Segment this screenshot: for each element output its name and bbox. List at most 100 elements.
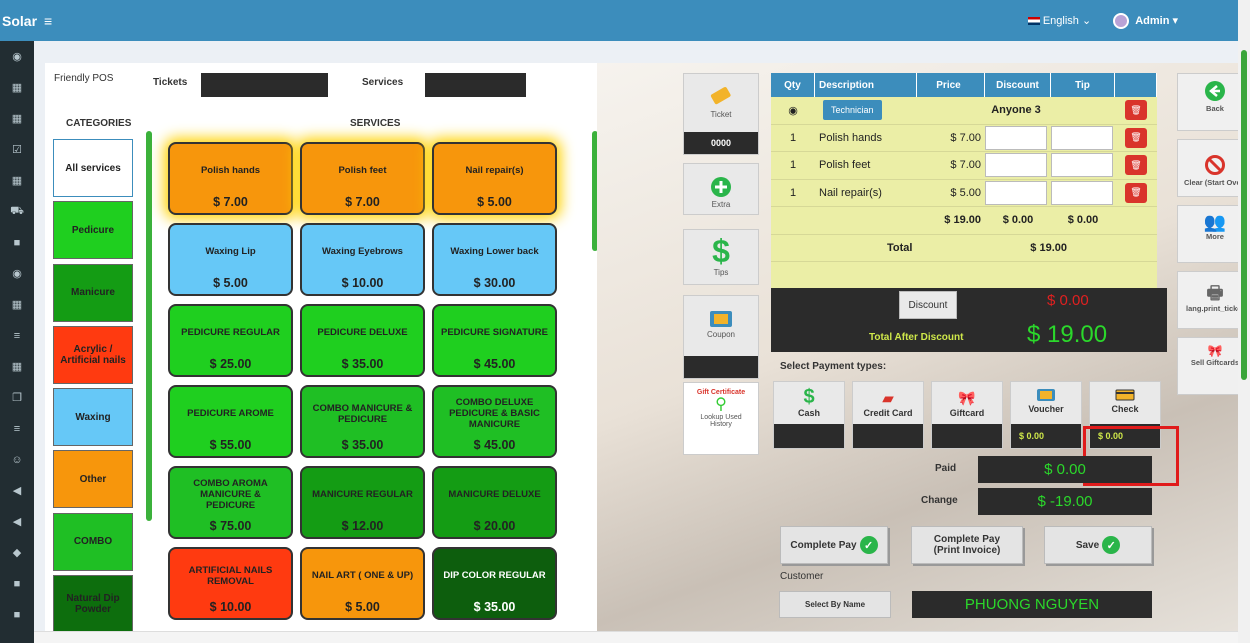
services-field[interactable]	[425, 73, 526, 97]
smile-icon[interactable]: ☺	[11, 453, 23, 466]
ticket-number: 0000	[684, 132, 758, 154]
technician-button[interactable]: Technician	[823, 100, 882, 121]
payment-voucher-button[interactable]: Voucher $ 0.00	[1010, 381, 1082, 449]
cart-icon[interactable]: ⛟	[10, 204, 24, 217]
service-price: $ 5.00	[477, 195, 512, 209]
trash-icon[interactable]: 🗑	[1125, 155, 1147, 176]
item-tip-input[interactable]	[1051, 125, 1113, 150]
category-combo[interactable]: COMBO	[53, 512, 133, 571]
service-price: $ 12.00	[341, 519, 384, 533]
menu-toggle-icon[interactable]: ≡	[44, 12, 53, 29]
category-pedicure[interactable]: Pedicure	[53, 201, 133, 260]
page-scrollbar[interactable]	[1238, 0, 1250, 643]
gift-2-icon[interactable]: ■	[13, 608, 21, 621]
gift-icon[interactable]: ■	[13, 577, 21, 590]
brand-logo[interactable]: Solar	[2, 12, 38, 29]
complete-pay-button[interactable]: Complete Pay ✓	[780, 526, 888, 564]
service-tile[interactable]: COMBO AROMA MANICURE & PEDICURE $ 75.00	[168, 466, 293, 539]
calendar-list-icon[interactable]: ▦	[11, 113, 23, 125]
discount-button[interactable]: Discount	[899, 291, 957, 319]
eye-icon[interactable]: ◉	[12, 268, 22, 280]
service-tile[interactable]: COMBO MANICURE & PEDICURE $ 35.00	[300, 385, 425, 458]
complete-pay-label: Complete Pay	[790, 539, 857, 551]
category-waxing[interactable]: Waxing	[53, 388, 133, 447]
service-price: $ 10.00	[209, 600, 252, 614]
select-by-name-button[interactable]: Select By Name	[779, 591, 891, 618]
item-discount-input[interactable]	[985, 180, 1047, 205]
app-label: Friendly POS	[54, 73, 114, 84]
table-icon[interactable]: ▦	[11, 299, 23, 311]
payment-label: Check	[1111, 404, 1139, 414]
trash-icon[interactable]: 🗑	[1125, 100, 1147, 121]
print-ticket-button[interactable]: 🖶 lang.print_ticket	[1177, 271, 1238, 329]
category-manicure[interactable]: Manicure	[53, 263, 133, 322]
payment-giftcard-button[interactable]: 🎀 Giftcard	[931, 381, 1003, 449]
service-tile[interactable]: Polish hands $ 7.00	[168, 142, 293, 215]
megaphone-2-icon[interactable]: ◀	[12, 516, 22, 528]
service-tile[interactable]: MANICURE REGULAR $ 12.00	[300, 466, 425, 539]
sell-giftcards-button[interactable]: 🎀 Sell Giftcards	[1177, 337, 1238, 395]
service-name: ARTIFICIAL NAILS REMOVAL	[188, 564, 273, 587]
category-scrollbar[interactable]	[146, 131, 152, 521]
service-tile[interactable]: MANICURE DELUXE $ 20.00	[432, 466, 557, 539]
list-icon[interactable]: ≡	[13, 329, 21, 342]
service-name: COMBO MANICURE & PEDICURE	[312, 402, 413, 425]
tickets-field[interactable]	[201, 73, 328, 97]
megaphone-icon[interactable]: ◀	[12, 485, 22, 497]
service-tile[interactable]: Nail repair(s) $ 5.00	[432, 142, 557, 215]
item-discount-input[interactable]	[985, 125, 1047, 150]
coupon-button[interactable]: Coupon	[683, 295, 759, 379]
ticket-button[interactable]: Ticket 0000	[683, 73, 759, 155]
service-price: $ 7.00	[345, 195, 380, 209]
language-dropdown[interactable]: English ⌄	[1027, 14, 1091, 27]
item-tip-input[interactable]	[1051, 153, 1113, 178]
page-scrollbar-thumb[interactable]	[1241, 50, 1247, 380]
menu-list-icon[interactable]: ≡	[13, 422, 21, 435]
payment-cash-button[interactable]: $ Cash	[773, 381, 845, 449]
calendar-check-icon[interactable]: ☑	[12, 144, 22, 156]
gift-lookup-button[interactable]: Gift Certificate ⚲ Lookup Used History	[683, 382, 759, 455]
payment-label: Credit Card	[863, 408, 913, 418]
tag-icon[interactable]: ◆	[12, 547, 22, 559]
user-menu[interactable]: Admin ▾	[1113, 12, 1178, 29]
service-tile[interactable]: COMBO DELUXE PEDICURE & BASIC MANICURE $ …	[432, 385, 557, 458]
category-other[interactable]: Other	[53, 450, 133, 509]
category-all-services[interactable]: All services	[53, 139, 133, 197]
service-tile[interactable]: NAIL ART ( ONE & UP) $ 5.00	[300, 547, 425, 620]
dashboard-icon[interactable]: ◉	[12, 51, 22, 63]
service-tile[interactable]: Polish feet $ 7.00	[300, 142, 425, 215]
service-tile[interactable]: PEDICURE SIGNATURE $ 45.00	[432, 304, 557, 377]
service-tile[interactable]: PEDICURE DELUXE $ 35.00	[300, 304, 425, 377]
sell-label: Sell Giftcards	[1190, 358, 1238, 367]
service-price: $ 55.00	[209, 438, 252, 452]
docs-icon[interactable]: ❐	[12, 392, 22, 404]
service-tile[interactable]: DIP COLOR REGULAR $ 35.00	[432, 547, 557, 620]
trash-icon[interactable]: 🗑	[1125, 127, 1147, 148]
service-tile[interactable]: PEDICURE AROME $ 55.00	[168, 385, 293, 458]
category-acrylic-artificial-nails[interactable]: Acrylic / Artificial nails	[53, 325, 133, 384]
briefcase-icon[interactable]: ■	[13, 236, 21, 249]
schedule-icon[interactable]: ▦	[11, 175, 23, 187]
category-natural-dip-powder[interactable]: Natural Dip Powder	[53, 575, 133, 631]
item-tip-input[interactable]	[1051, 180, 1113, 205]
services-scrollbar[interactable]	[592, 131, 598, 251]
service-tile[interactable]: Waxing Lip $ 5.00	[168, 223, 293, 296]
service-price: $ 45.00	[473, 438, 516, 452]
payment-credit-card-button[interactable]: ▰ Credit Card	[852, 381, 924, 449]
back-button[interactable]: Back	[1177, 73, 1238, 131]
trash-icon[interactable]: 🗑	[1125, 182, 1147, 203]
extra-button[interactable]: Extra	[683, 163, 759, 215]
service-tile[interactable]: Waxing Lower back $ 30.00	[432, 223, 557, 296]
service-tile[interactable]: PEDICURE REGULAR $ 25.00	[168, 304, 293, 377]
service-tile[interactable]: Waxing Eyebrows $ 10.00	[300, 223, 425, 296]
tips-button[interactable]: $ Tips	[683, 229, 759, 285]
calendar-icon[interactable]: ▦	[11, 82, 23, 94]
save-button[interactable]: Save ✓	[1044, 526, 1152, 564]
report-icon[interactable]: ▦	[11, 361, 23, 373]
clear-button[interactable]: Clear (Start Over)	[1177, 139, 1238, 197]
more-button[interactable]: 👥 More	[1177, 205, 1238, 263]
service-tile[interactable]: ARTIFICIAL NAILS REMOVAL $ 10.00	[168, 547, 293, 620]
complete-pay-invoice-button[interactable]: Complete Pay (Print Invoice)	[911, 526, 1023, 564]
item-discount-input[interactable]	[985, 153, 1047, 178]
technician-radio[interactable]: ◉	[788, 104, 798, 117]
